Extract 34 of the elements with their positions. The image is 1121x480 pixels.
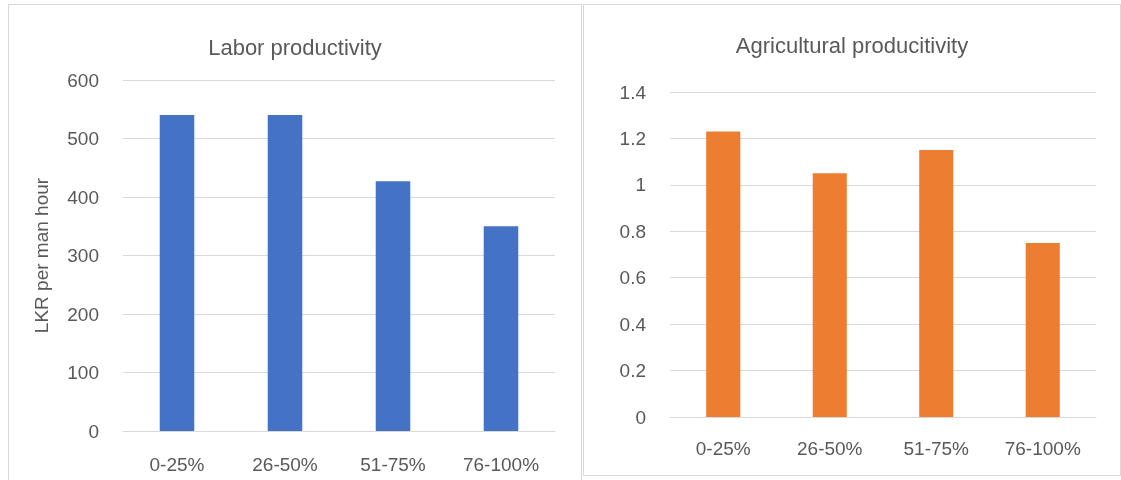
y-tick-label: 1 (635, 174, 646, 196)
y-tick-label: 1.2 (619, 127, 646, 149)
y-tick-label: 0 (88, 420, 99, 442)
bar (1025, 242, 1060, 417)
y-tick-label: 0 (635, 406, 646, 428)
y-tick-label: 0.2 (619, 360, 646, 382)
bar (919, 150, 954, 417)
bar (159, 115, 195, 431)
x-tick-label: 26-50% (252, 454, 318, 475)
x-tick-label: 51-75% (360, 454, 426, 475)
x-tick-label: 0-25% (695, 438, 751, 459)
bar (375, 181, 411, 431)
y-tick-label: 0.4 (619, 313, 647, 335)
x-tick-label: 26-50% (797, 438, 863, 459)
y-tick-label: 0.8 (619, 220, 646, 242)
bar (812, 173, 847, 417)
y-tick-label: 500 (67, 128, 99, 149)
y-tick-label: 600 (67, 69, 99, 91)
x-tick-label: 76-100% (1004, 438, 1081, 459)
x-tick-label: 51-75% (903, 438, 970, 459)
y-tick-label: 100 (67, 362, 99, 383)
bar (483, 226, 519, 431)
y-tick-label: 200 (67, 303, 99, 325)
y-axis-title: LKR per man hour (31, 177, 52, 334)
x-tick-label: 76-100% (462, 454, 540, 475)
y-tick-label: 400 (67, 186, 99, 208)
chart-title: Labor productivity (208, 34, 382, 60)
y-tick-label: 0.6 (619, 267, 646, 289)
bar (706, 131, 741, 417)
y-tick-label: 1.4 (619, 81, 647, 103)
y-tick-label: 300 (67, 245, 99, 266)
bar (267, 115, 303, 431)
chart-title: Agricultural producitivity (735, 32, 969, 58)
x-tick-label: 0-25% (149, 454, 205, 475)
